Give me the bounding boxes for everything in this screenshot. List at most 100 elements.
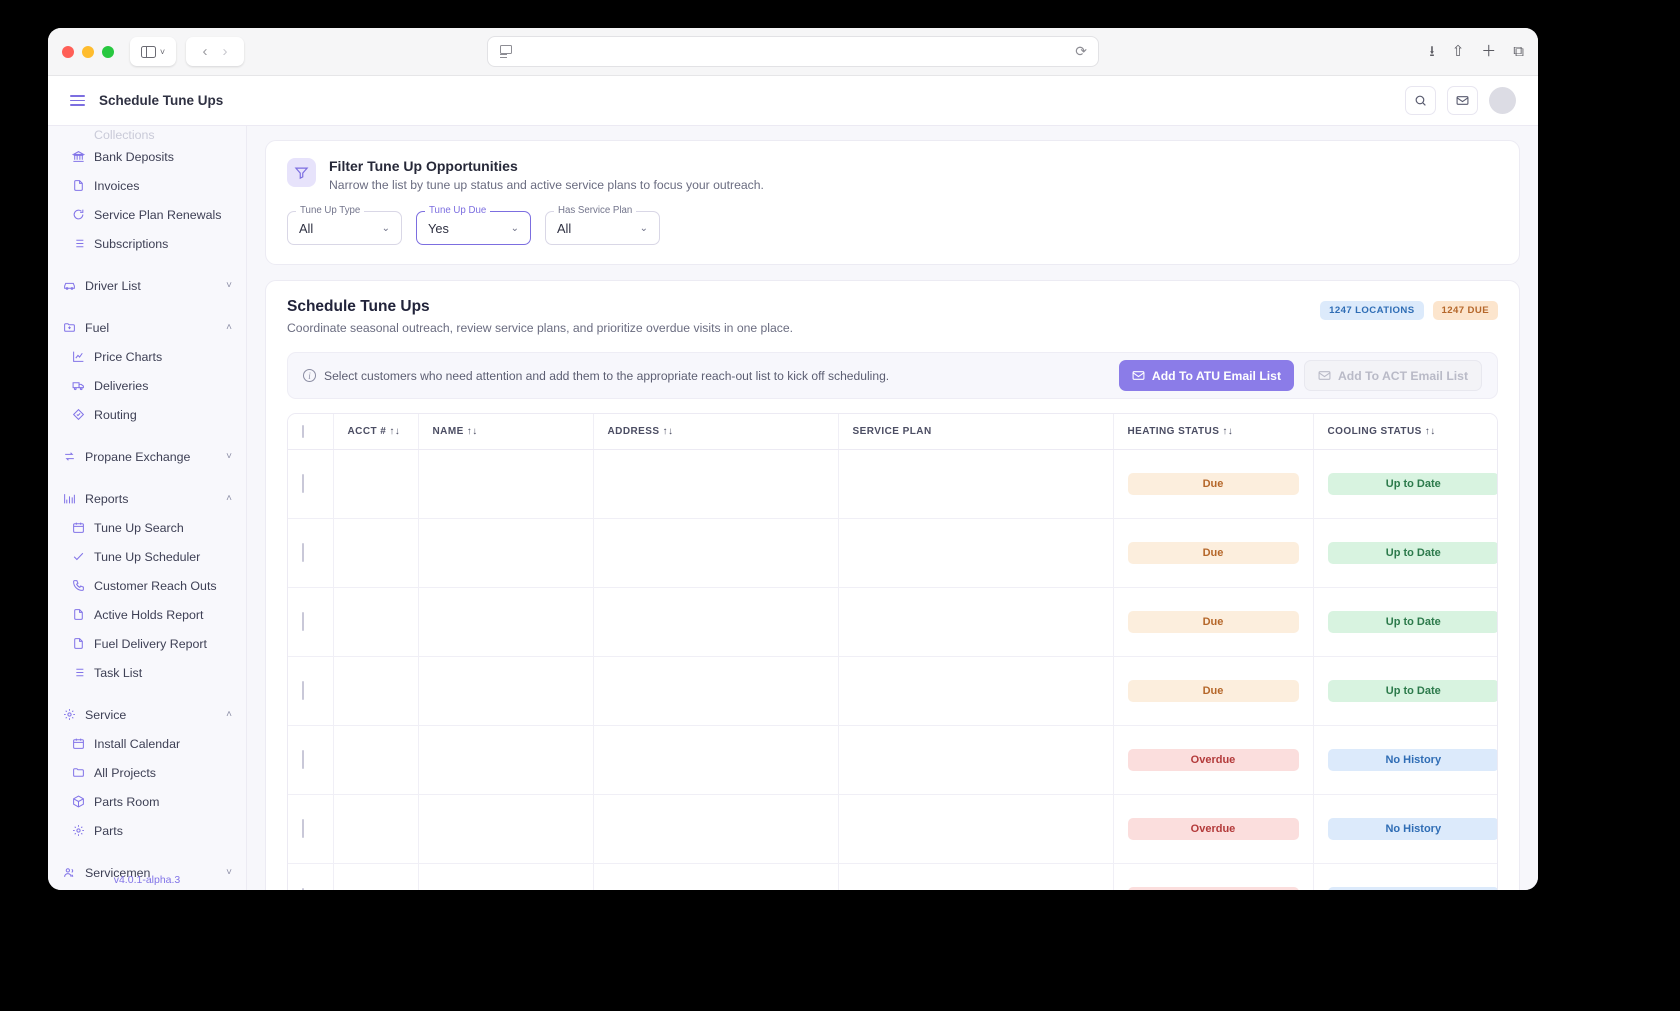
add-to-atu-email-list-button[interactable]: Add To ATU Email List — [1118, 360, 1294, 391]
box-icon — [71, 795, 85, 809]
table-row[interactable]: Overdue No History — [288, 725, 1497, 795]
close-window-button[interactable] — [62, 45, 74, 58]
sidebar-item-bank-deposits[interactable]: Bank Deposits — [48, 142, 246, 171]
row-checkbox[interactable] — [302, 819, 304, 838]
select-box[interactable]: All ⌄ — [545, 211, 660, 245]
tabs-icon[interactable]: ⧉ — [1513, 43, 1524, 60]
address-bar[interactable]: ⟳ — [487, 36, 1099, 67]
select-box[interactable]: All ⌄ — [287, 211, 402, 245]
sort-icon[interactable]: ↑↓ — [662, 426, 674, 437]
filter-selects: Tune Up Type All ⌄ Tune Up Due Yes ⌄ — [287, 205, 1498, 245]
action-bar-buttons: Add To ATU Email List Add To ACT Email L… — [1118, 360, 1482, 391]
table-row[interactable]: Due Up to Date — [288, 587, 1497, 657]
mail-icon — [1318, 371, 1331, 380]
row-checkbox-cell[interactable] — [288, 587, 334, 657]
sidebar-item-servicemen[interactable]: Servicemen ˅ — [48, 858, 246, 887]
forward-button[interactable]: › — [222, 43, 228, 60]
row-checkbox-cell[interactable] — [288, 863, 334, 890]
new-tab-icon[interactable]: ＋ — [1481, 43, 1497, 60]
maximize-window-button[interactable] — [102, 45, 114, 58]
back-button[interactable]: ‹ — [202, 43, 208, 60]
mail-icon[interactable] — [1447, 86, 1478, 115]
sidebar-item-collections[interactable]: Collections — [48, 128, 246, 142]
sidebar-item-parts-room[interactable]: Parts Room — [48, 787, 246, 816]
sidebar-item-fuel[interactable]: Fuel ˄ — [48, 313, 246, 342]
select-box[interactable]: Yes ⌄ — [416, 211, 531, 245]
sort-icon[interactable]: ↑↓ — [1424, 426, 1436, 437]
page-settings-icon[interactable] — [499, 45, 512, 58]
status-badge-cooling: No History — [1327, 818, 1497, 840]
download-icon[interactable]: ⭳ — [1429, 43, 1435, 60]
sort-icon[interactable]: ↑↓ — [1222, 426, 1234, 437]
sort-icon[interactable]: ↑↓ — [389, 426, 401, 437]
add-to-act-email-list-button[interactable]: Add To ACT Email List — [1304, 360, 1482, 391]
search-icon[interactable] — [1405, 86, 1436, 115]
tune-ups-table: ACCT # ↑↓ NAME ↑↓ ADDRESS ↑↓ SERVICE PLAN — [288, 414, 1497, 890]
sidebar-item-driver-list[interactable]: Driver List ˅ — [48, 271, 246, 300]
reload-icon[interactable]: ⟳ — [1075, 43, 1087, 59]
sidebar-item-fuel-delivery-report[interactable]: Fuel Delivery Report — [48, 629, 246, 658]
share-icon[interactable]: ⇧ — [1451, 43, 1465, 60]
sidebar-item-tune-up-scheduler[interactable]: Tune Up Scheduler — [48, 542, 246, 571]
column-header-service-plan[interactable]: SERVICE PLAN — [838, 414, 1114, 450]
select-all-checkbox[interactable] — [302, 425, 304, 438]
row-checkbox[interactable] — [302, 888, 304, 890]
row-checkbox-cell[interactable] — [288, 656, 334, 726]
sidebar-item-parts[interactable]: Parts — [48, 816, 246, 845]
sidebar-item-deliveries[interactable]: Deliveries — [48, 371, 246, 400]
sidebar-item-reports[interactable]: Reports ˄ — [48, 484, 246, 513]
sidebar-item-label: Routing — [94, 407, 137, 422]
row-checkbox-cell[interactable] — [288, 725, 334, 795]
row-checkbox[interactable] — [302, 681, 304, 700]
sidebar-item-subscriptions[interactable]: Subscriptions — [48, 229, 246, 258]
sidebar-item-price-charts[interactable]: Price Charts — [48, 342, 246, 371]
row-checkbox-cell[interactable] — [288, 518, 334, 588]
column-header-heating-status[interactable]: HEATING STATUS ↑↓ — [1113, 414, 1314, 450]
column-header-cooling-status[interactable]: COOLING STATUS ↑↓ — [1313, 414, 1497, 450]
window-controls[interactable] — [62, 45, 114, 58]
sort-icon[interactable]: ↑↓ — [466, 426, 478, 437]
sidebar-item-active-holds-report[interactable]: Active Holds Report — [48, 600, 246, 629]
sidebar-item-routing[interactable]: Routing — [48, 400, 246, 429]
column-header-address[interactable]: ADDRESS ↑↓ — [593, 414, 839, 450]
sidebar-item-task-list[interactable]: Task List — [48, 658, 246, 687]
cell-service-plan — [838, 518, 1114, 588]
cell-heating-status: Overdue — [1113, 863, 1314, 890]
sidebar-item-all-projects[interactable]: All Projects — [48, 758, 246, 787]
column-header-acct[interactable]: ACCT # ↑↓ — [333, 414, 419, 450]
select-tune-up-due[interactable]: Tune Up Due Yes ⌄ — [416, 205, 531, 245]
table-row[interactable]: Due Up to Date — [288, 449, 1497, 519]
select-legend: Tune Up Due — [425, 205, 491, 216]
row-checkbox[interactable] — [302, 750, 304, 769]
row-checkbox-cell[interactable] — [288, 794, 334, 864]
cell-address — [593, 587, 839, 657]
row-checkbox-cell[interactable] — [288, 449, 334, 519]
sidebar-scroll[interactable]: Collections Bank Deposits Invoices — [48, 126, 246, 887]
row-checkbox[interactable] — [302, 612, 304, 631]
sidebar-item-service[interactable]: Service ˄ — [48, 700, 246, 729]
panel-badges: 1247 LOCATIONS 1247 DUE — [1320, 298, 1498, 320]
list-icon — [71, 237, 85, 251]
row-checkbox[interactable] — [302, 474, 304, 493]
filter-subtitle: Narrow the list by tune up status and ac… — [329, 178, 764, 192]
row-checkbox[interactable] — [302, 543, 304, 562]
avatar[interactable] — [1489, 87, 1516, 114]
select-has-service-plan[interactable]: Has Service Plan All ⌄ — [545, 205, 660, 245]
select-tune-up-type[interactable]: Tune Up Type All ⌄ — [287, 205, 402, 245]
menu-icon[interactable] — [70, 94, 85, 107]
sidebar-item-customer-reach-outs[interactable]: Customer Reach Outs — [48, 571, 246, 600]
sidebar-item-install-calendar[interactable]: Install Calendar — [48, 729, 246, 758]
sidebar-item-tune-up-search[interactable]: Tune Up Search — [48, 513, 246, 542]
minimize-window-button[interactable] — [82, 45, 94, 58]
column-header-name[interactable]: NAME ↑↓ — [418, 414, 594, 450]
table-row[interactable]: Overdue No History — [288, 794, 1497, 864]
table-row[interactable]: Due Up to Date — [288, 656, 1497, 726]
sidebar-item-invoices[interactable]: Invoices — [48, 171, 246, 200]
table-row[interactable]: Overdue No History — [288, 863, 1497, 890]
sidebar-toggle-button[interactable]: ˅ — [130, 37, 176, 66]
navigation-buttons[interactable]: ‹ › — [186, 37, 244, 66]
list-icon — [71, 666, 85, 680]
table-row[interactable]: Due Up to Date — [288, 518, 1497, 588]
sidebar-item-service-plan-renewals[interactable]: Service Plan Renewals — [48, 200, 246, 229]
sidebar-item-propane-exchange[interactable]: Propane Exchange ˅ — [48, 442, 246, 471]
